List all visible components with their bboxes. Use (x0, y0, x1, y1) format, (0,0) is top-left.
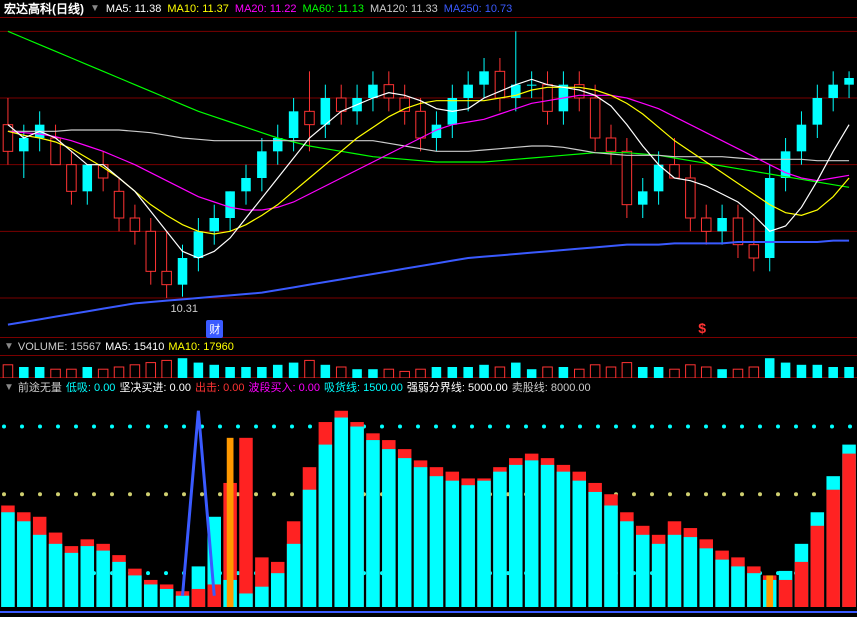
vol-ma10-label: MA10: 17960 (168, 341, 233, 353)
indicator-title: 前途无量 (18, 379, 62, 395)
volume-chart[interactable] (0, 356, 857, 378)
indicator-svg (0, 396, 857, 615)
ma60-label: MA60: 11.13 (302, 3, 364, 15)
chevron-down-icon[interactable]: ▼ (4, 341, 14, 352)
ind-item: 低吸: 0.00 (66, 379, 116, 395)
volume-header: ▼ VOLUME: 15567 MA5: 15410 MA10: 17960 (0, 338, 857, 356)
low-price-label: 10.31 (171, 303, 199, 315)
ma20-label: MA20: 11.22 (235, 3, 297, 15)
ind-item: 强弱分界线: 5000.00 (407, 379, 508, 395)
root: 宏达高科(日线) ▼ MA5: 11.38 MA10: 11.37 MA20: … (0, 0, 857, 617)
vol-ma5-label: MA5: 15410 (105, 341, 164, 353)
volume-label: VOLUME: 15567 (18, 341, 101, 353)
chevron-down-icon[interactable]: ▼ (90, 3, 100, 14)
ma250-label: MA250: 10.73 (444, 3, 513, 15)
volume-svg (0, 356, 857, 378)
indicator-header: ▼ 前途无量 低吸: 0.00 坚决买进: 0.00 出击: 0.00 波段买入… (0, 378, 857, 396)
price-chart[interactable]: 10.31 财 $ (0, 18, 857, 338)
ind-item: 出击: 0.00 (195, 379, 245, 395)
ind-item: 波段买入: 0.00 (249, 379, 321, 395)
ind-item: 坚决买进: 0.00 (119, 379, 191, 395)
ind-item: 吸货线: 1500.00 (324, 379, 403, 395)
ma5-label: MA5: 11.38 (106, 3, 161, 15)
price-svg (0, 18, 857, 338)
indicator-chart[interactable] (0, 396, 857, 615)
chevron-down-icon[interactable]: ▼ (4, 382, 14, 393)
fin-marker: 财 (206, 320, 223, 338)
stock-title: 宏达高科(日线) (4, 0, 84, 17)
ma10-label: MA10: 11.37 (167, 3, 229, 15)
ind-item: 卖股线: 8000.00 (512, 379, 591, 395)
ma120-label: MA120: 11.33 (370, 3, 438, 15)
price-header: 宏达高科(日线) ▼ MA5: 11.38 MA10: 11.37 MA20: … (0, 0, 857, 18)
dollar-marker: $ (698, 320, 706, 336)
